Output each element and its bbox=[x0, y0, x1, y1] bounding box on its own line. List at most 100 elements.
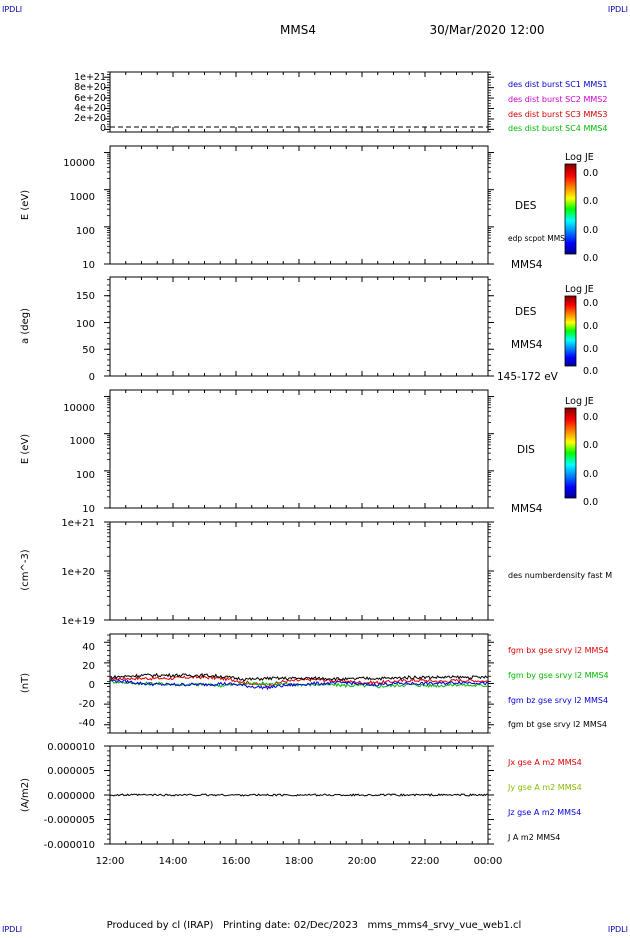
panel-4: E (eV) 10000 1000 100 10 DIS MMS4 Log JE… bbox=[20, 389, 598, 515]
panel-2-frame bbox=[109, 145, 489, 265]
panel-1-tick-label: 6e+20 bbox=[74, 93, 106, 104]
time-tick-label: 20:00 bbox=[348, 856, 377, 867]
panel-3-tick-label: 50 bbox=[82, 345, 95, 356]
panel-6-legend-1: fgm bx gse srvy l2 MMS4 bbox=[508, 646, 609, 655]
panel-1-legend-2: des dist burst SC2 MMS2 bbox=[508, 95, 607, 104]
panel-1-ticks bbox=[109, 72, 489, 132]
panel-1-legend-1: des dist burst SC1 MMS1 bbox=[508, 80, 607, 89]
panel-5-minor-ticks bbox=[104, 521, 494, 621]
panel-2-minor-ticks bbox=[104, 152, 494, 265]
colorbar-2-label: 0.0 bbox=[583, 366, 598, 377]
colorbar-2-label: 0.0 bbox=[583, 298, 598, 309]
colorbar-2 bbox=[564, 295, 577, 367]
colorbar-2-label: 0.0 bbox=[583, 344, 598, 355]
panel-4-frame bbox=[109, 389, 489, 509]
panel-7-series-line bbox=[109, 793, 489, 797]
panel-6-series-line bbox=[109, 672, 489, 682]
panel-5-tick-label: 1e+21 bbox=[61, 518, 95, 529]
panel-4-tick-label: 10 bbox=[82, 504, 95, 515]
panel-6-series-line bbox=[109, 678, 489, 691]
panel-5-frame bbox=[109, 521, 489, 621]
panel-2-ticks bbox=[109, 146, 489, 264]
panel-1: 1e+21 8e+20 6e+20 4e+20 2e+20 0 des dist… bbox=[74, 71, 607, 134]
corner-mark-bottom-right: IPDLI bbox=[608, 925, 628, 934]
panel-2: E (eV) 10000 1000 100 10 DES edp scpot M… bbox=[20, 145, 598, 271]
panel-4-minor-ticks bbox=[104, 396, 494, 509]
panel-6-tick-label: -40 bbox=[79, 718, 95, 729]
panel-5: (cm^-3) 1e+21 1e+20 1e+19 des numberdens… bbox=[20, 518, 612, 627]
panel-2-tick-label: 10 bbox=[82, 260, 95, 271]
panel-4-tick-label: 100 bbox=[76, 470, 95, 481]
panel-2-bottom-label: MMS4 bbox=[511, 259, 543, 271]
panel-3-tick-label: 0 bbox=[89, 372, 95, 383]
panel-5-ylabel: (cm^-3) bbox=[20, 549, 31, 590]
panel-2-tick-label: 100 bbox=[76, 226, 95, 237]
panel-7-legend-3: Jz gse A m2 MMS4 bbox=[507, 808, 581, 817]
panel-6-minor-ticks bbox=[104, 634, 494, 734]
time-axis: 12:00 14:00 16:00 18:00 20:00 22:00 00:0… bbox=[96, 856, 503, 867]
panel-4-bottom-label: MMS4 bbox=[511, 503, 543, 515]
panel-6-legend-3: fgm bz gse srvy l2 MMS4 bbox=[508, 696, 608, 705]
time-tick-label: 12:00 bbox=[96, 856, 125, 867]
panel-1-legend-4: des dist burst SC4 MMS4 bbox=[508, 124, 607, 133]
colorbar-2-label: 0.0 bbox=[583, 321, 598, 332]
panel-3-ticks bbox=[109, 277, 489, 376]
footer-text: Produced by cl (IRAP) Printing date: 02/… bbox=[107, 920, 522, 931]
panel-7-legend-2: Jy gse A m2 MMS4 bbox=[507, 783, 582, 792]
panel-7-legend-4: J A m2 MMS4 bbox=[507, 833, 560, 842]
colorbar-3-label: 0.0 bbox=[583, 412, 598, 423]
colorbar-3-label: 0.0 bbox=[583, 440, 598, 451]
panel-1-frame bbox=[109, 71, 489, 133]
panel-4-tick-label: 1000 bbox=[70, 436, 95, 447]
panel-6-legend-2: fgm by gse srvy l2 MMS4 bbox=[508, 671, 609, 680]
corner-mark-bottom-left: IPDLI bbox=[2, 925, 22, 934]
panel-4-tick-label: 10000 bbox=[63, 403, 95, 414]
time-tick-label: 18:00 bbox=[285, 856, 314, 867]
panel-3-ylabel: a (deg) bbox=[20, 308, 31, 344]
panel-6-tick-label: 20 bbox=[82, 661, 95, 672]
panel-1-tick-label: 4e+20 bbox=[74, 103, 106, 114]
panel-3-minor-ticks bbox=[104, 279, 494, 377]
panel-3-tick-label: 100 bbox=[76, 319, 95, 330]
panel-3-label-mms4: MMS4 bbox=[511, 339, 543, 351]
panel-1-legend-3: des dist burst SC3 MMS3 bbox=[508, 110, 607, 119]
panel-3-bottom-label: 145-172 eV bbox=[497, 371, 559, 383]
corner-mark-top-left: IPDLI bbox=[2, 5, 22, 14]
panel-6-tick-label: 0 bbox=[89, 680, 95, 691]
panel-2-tick-label: 10000 bbox=[63, 158, 95, 169]
colorbar-3-label: 0.0 bbox=[583, 469, 598, 480]
panel-2-ylabel: E (eV) bbox=[20, 190, 31, 220]
panel-4-ticks bbox=[109, 390, 489, 508]
colorbar-1-label: 0.0 bbox=[583, 225, 598, 236]
time-tick-label: 22:00 bbox=[411, 856, 440, 867]
panel-6: (nT) 40 20 0 -20 -40 fgm bx gse srvy l2 … bbox=[20, 633, 609, 734]
time-tick-label: 00:00 bbox=[474, 856, 503, 867]
panel-7-series bbox=[109, 793, 489, 797]
panel-7-tick-label: 0.000000 bbox=[47, 791, 95, 802]
panel-3-tick-label: 150 bbox=[76, 291, 95, 302]
panel-5-ticks bbox=[109, 522, 489, 620]
panel-4-ylabel: E (eV) bbox=[20, 434, 31, 464]
panel-6-series-line bbox=[109, 674, 489, 688]
colorbar-1-label: 0.0 bbox=[583, 196, 598, 207]
panel-5-tick-label: 1e+19 bbox=[61, 616, 95, 627]
colorbar-1-title: Log JE bbox=[565, 152, 594, 163]
panel-7-tick-label: -0.000005 bbox=[44, 815, 95, 826]
panel-7-tick-label: 0.000010 bbox=[47, 742, 95, 753]
header-spacecraft: MMS4 bbox=[280, 23, 316, 37]
panel-6-tick-label: -20 bbox=[79, 699, 95, 710]
panel-3: a (deg) 150 100 50 0 DES MMS4 145-172 eV… bbox=[20, 276, 598, 383]
panel-7-legend-1: Jx gse A m2 MMS4 bbox=[507, 758, 582, 767]
panel-6-ticks bbox=[109, 634, 489, 733]
panel-7-minor-ticks bbox=[104, 745, 494, 845]
panel-5-tick-label: 1e+20 bbox=[61, 567, 95, 578]
panel-2-label-scpot: edp scpot MMS4 bbox=[508, 234, 570, 243]
panel-6-legend-4: fgm bt gse srvy l2 MMS4 bbox=[508, 720, 607, 729]
panel-1-tick-label: 1e+21 bbox=[74, 72, 106, 83]
panel-1-tick-label: 0 bbox=[100, 123, 106, 134]
panel-3-label-des: DES bbox=[515, 306, 537, 318]
panel-2-label-des: DES bbox=[515, 200, 537, 212]
colorbar-1-label: 0.0 bbox=[583, 253, 598, 264]
